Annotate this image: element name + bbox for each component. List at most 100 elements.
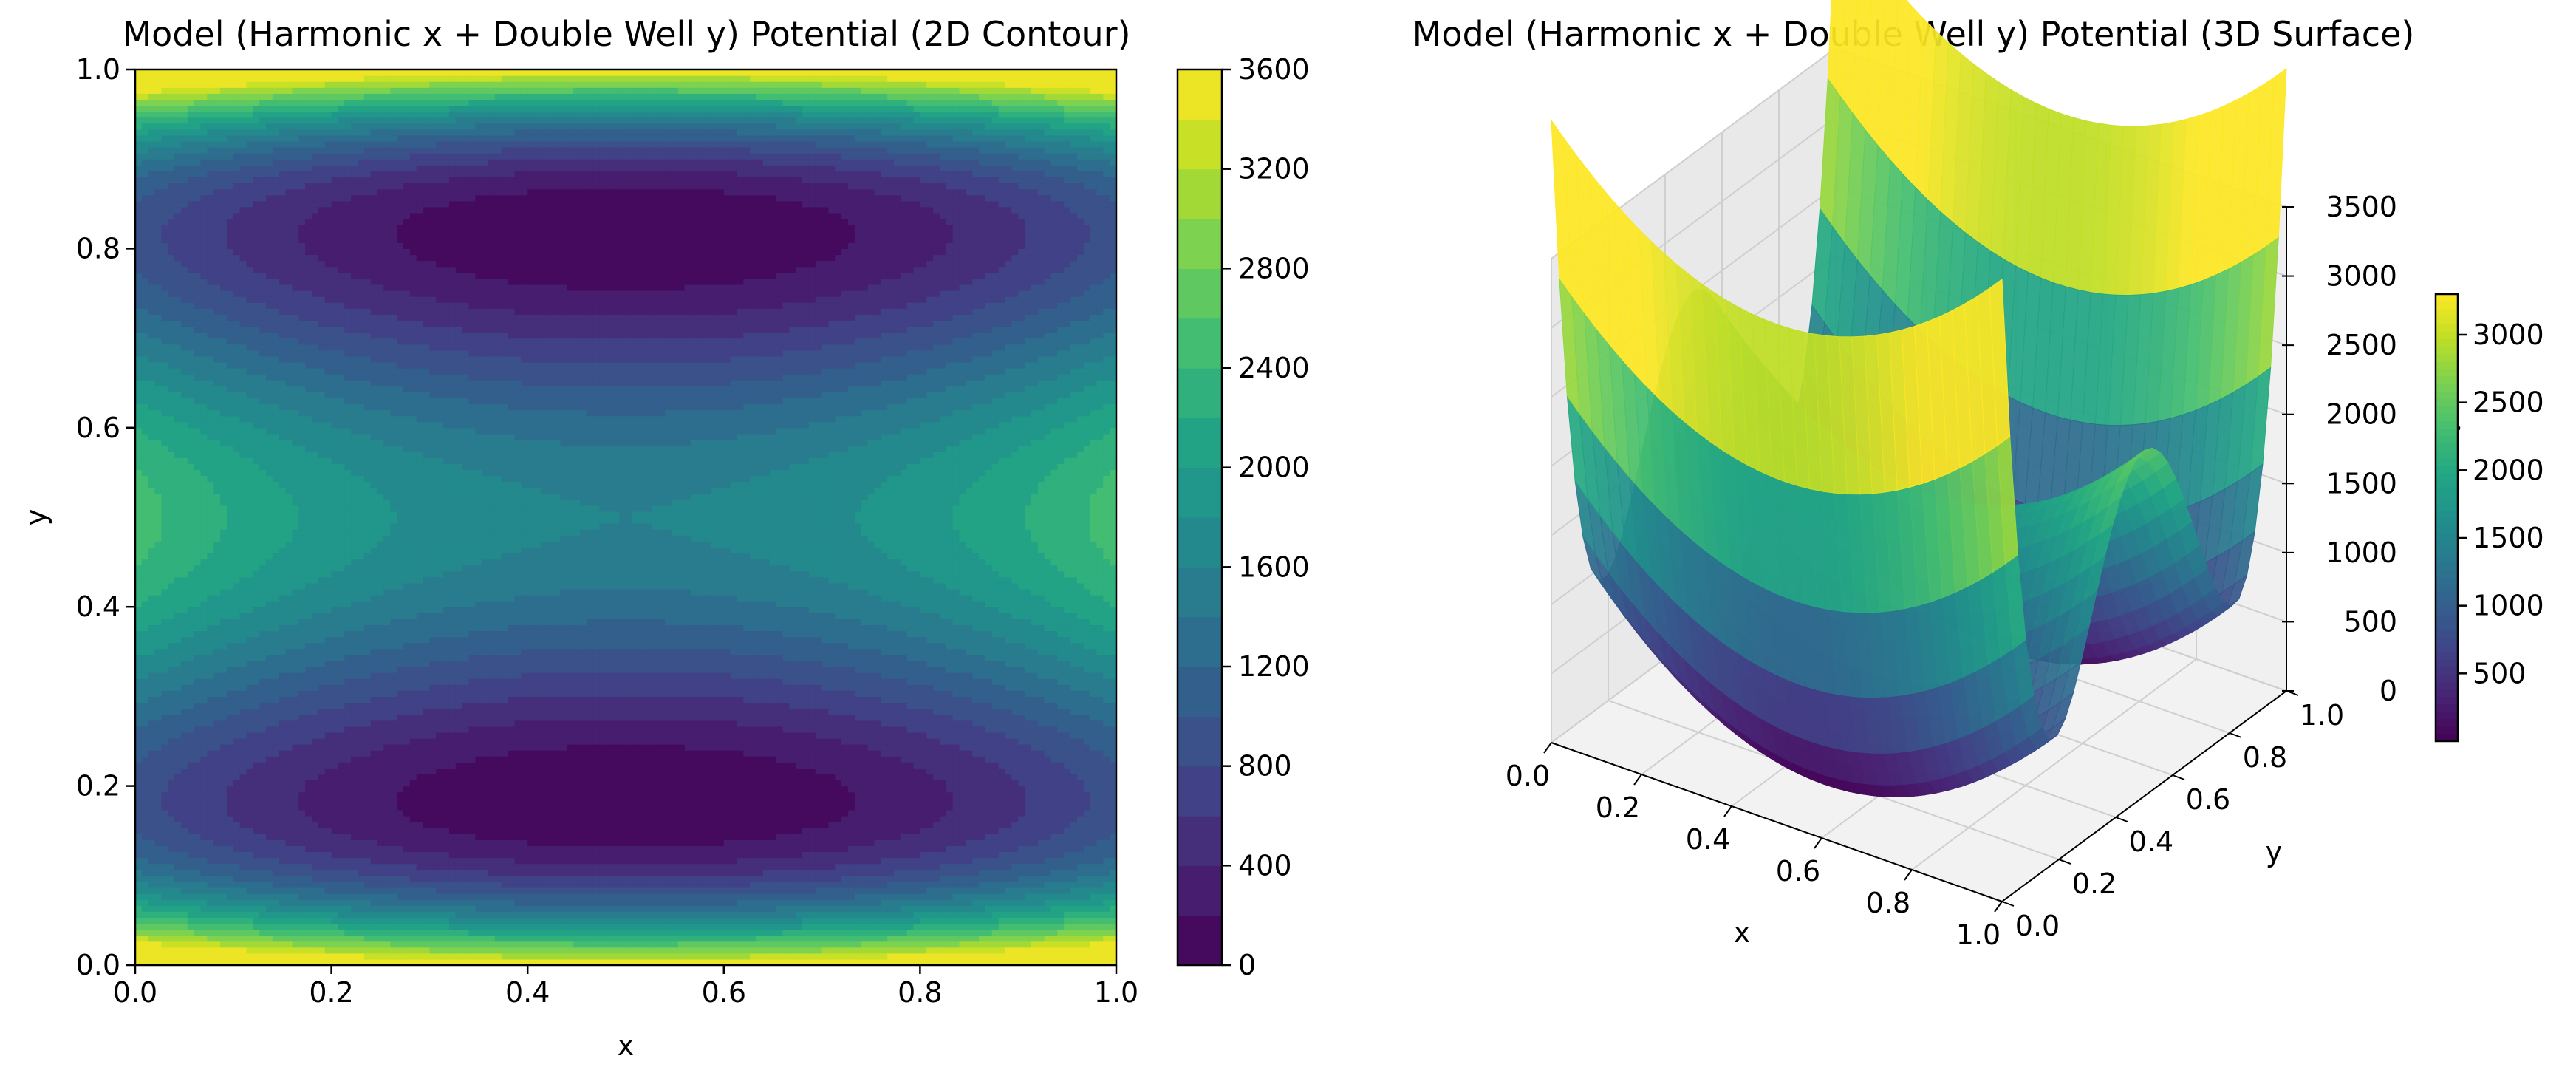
- contour-cell: [312, 929, 319, 936]
- contour-cell: [187, 183, 195, 190]
- contour-cell: [259, 457, 267, 464]
- contour-cell: [338, 338, 345, 345]
- contour-cell: [200, 535, 208, 542]
- contour-cell: [220, 863, 228, 870]
- contour-cell: [135, 619, 143, 626]
- contour-cell: [148, 403, 156, 411]
- contour-cell: [220, 917, 228, 924]
- contour-cell: [220, 642, 228, 650]
- contour-cell: [213, 839, 221, 846]
- contour-cell: [187, 200, 195, 208]
- contour-cell: [148, 499, 156, 506]
- contour-cell: [292, 839, 299, 846]
- contour-cell: [213, 857, 221, 865]
- contour-cell: [180, 613, 188, 619]
- contour-cell: [148, 797, 156, 805]
- contour-cell: [168, 421, 175, 429]
- contour-cell: [200, 231, 208, 237]
- contour-cell: [338, 714, 345, 721]
- contour-cell: [272, 845, 280, 853]
- contour-cell: [312, 822, 319, 828]
- contour-cell: [298, 69, 306, 76]
- contour-cell: [220, 791, 228, 799]
- contour-cell: [305, 225, 312, 231]
- contour-cell: [266, 457, 273, 464]
- contour-cell: [324, 398, 332, 405]
- contour-cell: [279, 463, 287, 470]
- contour-cell: [318, 129, 326, 136]
- contour-cell: [154, 768, 163, 775]
- contour-cell: [338, 839, 345, 846]
- contour-cell: [312, 171, 319, 178]
- contour-cell: [338, 624, 345, 632]
- contour-cell: [324, 517, 332, 524]
- contour-cell: [272, 672, 280, 679]
- contour-cell: [298, 188, 306, 196]
- contour-cell: [279, 308, 287, 315]
- contour-cell: [187, 762, 195, 769]
- contour-cell: [266, 607, 273, 613]
- contour-cell: [174, 803, 182, 811]
- contour-cell: [266, 153, 273, 160]
- contour-cell: [213, 768, 221, 775]
- contour-cell: [331, 660, 339, 667]
- contour-cell: [187, 648, 195, 655]
- contour-cell: [292, 129, 299, 136]
- contour-cell: [338, 452, 345, 458]
- contour-cell: [285, 266, 293, 273]
- contour-cell: [220, 541, 228, 548]
- contour-cell: [207, 475, 214, 483]
- contour-cell: [246, 386, 253, 392]
- contour-cell: [272, 947, 280, 954]
- contour-cell: [253, 654, 260, 661]
- contour-cell: [305, 726, 312, 733]
- contour-cell: [344, 338, 352, 345]
- contour-cell: [187, 134, 195, 142]
- contour-cell: [207, 947, 214, 954]
- contour-cell: [331, 923, 339, 930]
- contour-cell: [344, 219, 352, 225]
- contour-cell: [298, 702, 306, 709]
- contour-cell: [213, 750, 221, 757]
- contour-cell: [239, 702, 247, 709]
- contour-cell: [141, 839, 149, 846]
- contour-cell: [331, 582, 339, 590]
- contour-cell: [292, 582, 299, 590]
- contour-cell: [174, 302, 182, 309]
- contour-cell: [305, 75, 312, 82]
- contour-cell: [351, 887, 358, 894]
- contour-cell: [180, 523, 188, 530]
- contour-cell: [141, 111, 149, 118]
- contour-cell: [200, 541, 208, 548]
- contour-cell: [180, 941, 188, 948]
- contour-cell: [259, 756, 267, 763]
- contour-cell: [194, 875, 202, 882]
- contour-cell: [331, 576, 339, 584]
- contour-cell: [141, 576, 149, 584]
- contour-cell: [207, 147, 214, 154]
- contour-cell: [213, 762, 221, 769]
- contour-cell: [246, 559, 253, 566]
- contour-cell: [312, 923, 319, 930]
- contour-cell: [266, 212, 273, 219]
- contour-cell: [331, 499, 339, 506]
- contour-cell: [344, 188, 352, 196]
- contour-cell: [239, 923, 247, 930]
- contour-cell: [233, 153, 241, 160]
- contour-cell: [272, 188, 280, 196]
- contour-cell: [135, 935, 143, 942]
- contour-cell: [305, 374, 312, 381]
- contour-cell: [194, 744, 202, 751]
- contour-cell: [298, 851, 306, 859]
- contour-cell: [233, 935, 241, 942]
- contour-cell: [154, 338, 163, 345]
- contour-cell: [272, 660, 280, 667]
- contour-cell: [239, 624, 247, 632]
- contour-cell: [168, 947, 175, 954]
- contour-cell: [187, 875, 195, 882]
- contour-cell: [213, 511, 221, 518]
- contour-cell: [148, 667, 156, 673]
- contour-cell: [200, 355, 208, 363]
- contour-cell: [338, 570, 345, 578]
- contour-cell: [233, 607, 241, 613]
